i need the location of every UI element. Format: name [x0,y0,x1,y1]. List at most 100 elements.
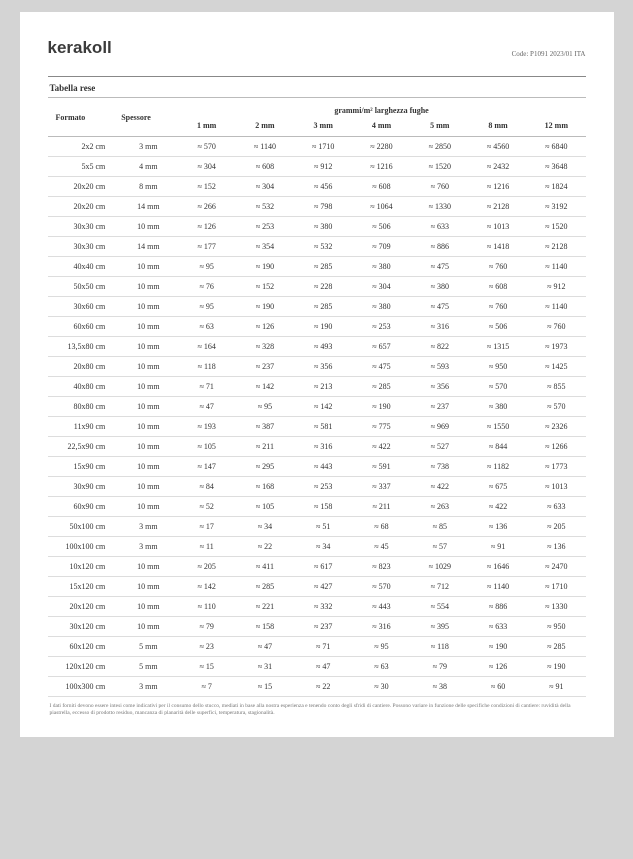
cell-spessore: 3 mm [119,677,177,697]
table-row: 60x60 cm10 mm≈ 63≈ 126≈ 190≈ 253≈ 316≈ 5… [48,317,586,337]
cell-value: ≈ 532 [236,197,294,217]
cell-value: ≈ 570 [469,377,527,397]
cell-value: ≈ 456 [294,177,352,197]
cell-value: ≈ 1418 [469,237,527,257]
cell-value: ≈ 158 [294,497,352,517]
cell-spessore: 10 mm [119,617,177,637]
cell-value: ≈ 475 [411,297,469,317]
cell-value: ≈ 554 [411,597,469,617]
cell-spessore: 10 mm [119,457,177,477]
cell-value: ≈ 79 [411,657,469,677]
table-row: 22,5x90 cm10 mm≈ 105≈ 211≈ 316≈ 422≈ 527… [48,437,586,457]
table-row: 80x80 cm10 mm≈ 47≈ 95≈ 142≈ 190≈ 237≈ 38… [48,397,586,417]
cell-value: ≈ 475 [411,257,469,277]
cell-formato: 40x80 cm [48,377,120,397]
col-width: 2 mm [236,117,294,137]
cell-value: ≈ 411 [236,557,294,577]
cell-value: ≈ 422 [411,477,469,497]
section-title: Tabella rese [48,77,586,98]
cell-value: ≈ 22 [294,677,352,697]
cell-value: ≈ 1973 [527,337,585,357]
cell-formato: 15x120 cm [48,577,120,597]
cell-formato: 100x100 cm [48,537,120,557]
cell-value: ≈ 387 [236,417,294,437]
cell-formato: 20x20 cm [48,177,120,197]
cell-value: ≈ 969 [411,417,469,437]
cell-spessore: 10 mm [119,297,177,317]
cell-value: ≈ 570 [352,577,410,597]
cell-spessore: 5 mm [119,657,177,677]
cell-value: ≈ 34 [294,537,352,557]
cell-formato: 80x80 cm [48,397,120,417]
cell-value: ≈ 657 [352,337,410,357]
cell-value: ≈ 211 [352,497,410,517]
cell-value: ≈ 52 [178,497,236,517]
cell-value: ≈ 1824 [527,177,585,197]
col-width: 3 mm [294,117,352,137]
cell-value: ≈ 91 [469,537,527,557]
cell-value: ≈ 570 [527,397,585,417]
cell-value: ≈ 950 [527,617,585,637]
cell-value: ≈ 60 [469,677,527,697]
cell-formato: 30x30 cm [48,217,120,237]
cell-value: ≈ 844 [469,437,527,457]
cell-value: ≈ 2280 [352,137,410,157]
cell-formato: 15x90 cm [48,457,120,477]
cell-formato: 20x120 cm [48,597,120,617]
cell-value: ≈ 328 [236,337,294,357]
table-row: 30x120 cm10 mm≈ 79≈ 158≈ 237≈ 316≈ 395≈ … [48,617,586,637]
cell-value: ≈ 263 [411,497,469,517]
cell-value: ≈ 886 [411,237,469,257]
cell-value: ≈ 190 [527,657,585,677]
col-width: 8 mm [469,117,527,137]
cell-value: ≈ 51 [294,517,352,537]
cell-spessore: 10 mm [119,217,177,237]
cell-formato: 60x120 cm [48,637,120,657]
cell-value: ≈ 3192 [527,197,585,217]
cell-formato: 30x120 cm [48,617,120,637]
cell-value: ≈ 2432 [469,157,527,177]
cell-value: ≈ 30 [352,677,410,697]
cell-formato: 20x20 cm [48,197,120,217]
cell-value: ≈ 1710 [294,137,352,157]
cell-value: ≈ 95 [178,297,236,317]
cell-value: ≈ 152 [178,177,236,197]
cell-value: ≈ 152 [236,277,294,297]
cell-value: ≈ 285 [352,377,410,397]
cell-formato: 30x60 cm [48,297,120,317]
cell-value: ≈ 105 [236,497,294,517]
cell-value: ≈ 205 [527,517,585,537]
page-header: kerakoll Code: P1091 2023/01 ITA [48,38,586,58]
cell-value: ≈ 177 [178,237,236,257]
table-row: 20x120 cm10 mm≈ 110≈ 221≈ 332≈ 443≈ 554≈… [48,597,586,617]
cell-value: ≈ 228 [294,277,352,297]
cell-value: ≈ 190 [236,257,294,277]
table-row: 15x120 cm10 mm≈ 142≈ 285≈ 427≈ 570≈ 712≈… [48,577,586,597]
table-row: 30x30 cm14 mm≈ 177≈ 354≈ 532≈ 709≈ 886≈ … [48,237,586,257]
cell-value: ≈ 1266 [527,437,585,457]
cell-formato: 10x120 cm [48,557,120,577]
table-row: 5x5 cm4 mm≈ 304≈ 608≈ 912≈ 1216≈ 1520≈ 2… [48,157,586,177]
cell-value: ≈ 427 [294,577,352,597]
table-head: Formato Spessore grammi/m² larghezza fug… [48,98,586,137]
cell-value: ≈ 443 [352,597,410,617]
cell-value: ≈ 493 [294,337,352,357]
cell-value: ≈ 633 [527,497,585,517]
cell-spessore: 5 mm [119,637,177,657]
cell-value: ≈ 712 [411,577,469,597]
col-group-label: grammi/m² larghezza fughe [178,98,586,117]
cell-value: ≈ 1216 [352,157,410,177]
table-row: 50x100 cm3 mm≈ 17≈ 34≈ 51≈ 68≈ 85≈ 136≈ … [48,517,586,537]
cell-value: ≈ 285 [294,257,352,277]
cell-value: ≈ 1140 [527,257,585,277]
cell-value: ≈ 213 [294,377,352,397]
cell-value: ≈ 68 [352,517,410,537]
cell-value: ≈ 47 [236,637,294,657]
cell-value: ≈ 71 [294,637,352,657]
cell-spessore: 10 mm [119,277,177,297]
cell-value: ≈ 47 [294,657,352,677]
cell-value: ≈ 38 [411,677,469,697]
cell-formato: 5x5 cm [48,157,120,177]
cell-value: ≈ 1140 [527,297,585,317]
cell-value: ≈ 237 [411,397,469,417]
